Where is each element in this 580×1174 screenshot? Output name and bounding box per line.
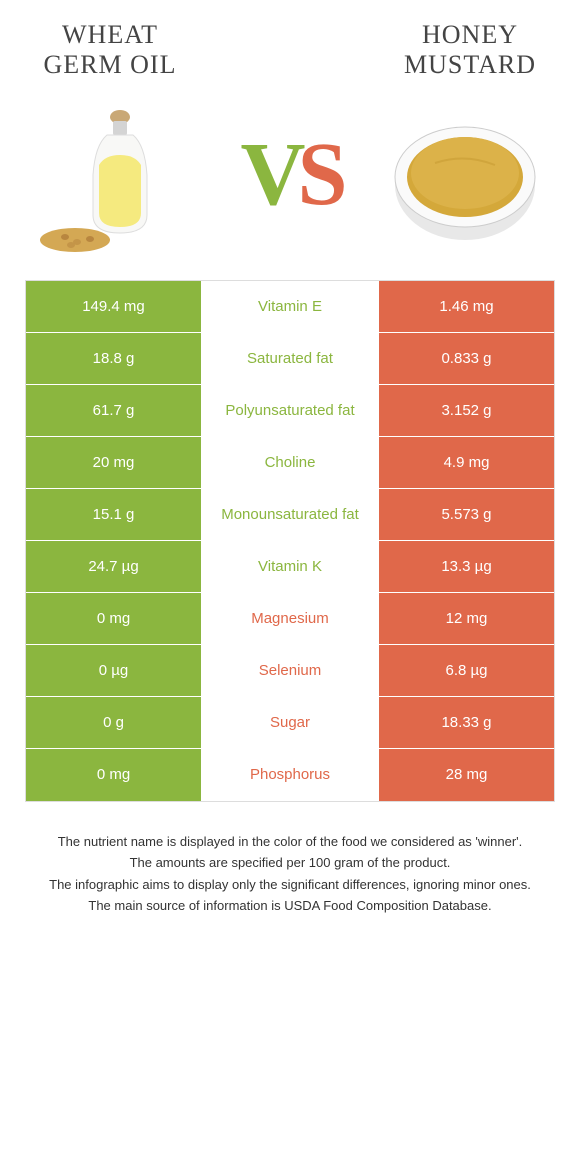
- nutrient-name: Polyunsaturated fat: [201, 385, 379, 436]
- right-value: 0.833 g: [379, 333, 554, 384]
- right-value: 6.8 µg: [379, 645, 554, 696]
- right-value: 1.46 mg: [379, 281, 554, 332]
- table-row: 20 mgCholine4.9 mg: [26, 437, 554, 489]
- left-value: 149.4 mg: [26, 281, 201, 332]
- left-value: 15.1 g: [26, 489, 201, 540]
- right-value: 5.573 g: [379, 489, 554, 540]
- footer-notes: The nutrient name is displayed in the co…: [25, 832, 555, 916]
- food-left-title: Wheat Germ Oil: [25, 20, 195, 80]
- table-row: 18.8 gSaturated fat0.833 g: [26, 333, 554, 385]
- table-row: 0 gSugar18.33 g: [26, 697, 554, 749]
- left-value: 0 mg: [26, 593, 201, 644]
- honey-mustard-image: [385, 95, 545, 255]
- left-value: 61.7 g: [26, 385, 201, 436]
- nutrient-name: Magnesium: [201, 593, 379, 644]
- left-value: 20 mg: [26, 437, 201, 488]
- nutrient-name: Selenium: [201, 645, 379, 696]
- right-value: 13.3 µg: [379, 541, 554, 592]
- table-row: 0 µgSelenium6.8 µg: [26, 645, 554, 697]
- left-value: 24.7 µg: [26, 541, 201, 592]
- right-value: 12 mg: [379, 593, 554, 644]
- table-row: 149.4 mgVitamin E1.46 mg: [26, 281, 554, 333]
- right-value: 28 mg: [379, 749, 554, 801]
- wheat-germ-oil-image: [35, 95, 195, 255]
- right-value: 18.33 g: [379, 697, 554, 748]
- left-value: 18.8 g: [26, 333, 201, 384]
- food-right-title: Honey Mustard: [385, 20, 555, 80]
- titles-row: Wheat Germ Oil Honey Mustard: [25, 20, 555, 80]
- nutrient-name: Sugar: [201, 697, 379, 748]
- nutrient-name: Vitamin E: [201, 281, 379, 332]
- nutrient-name: Monounsaturated fat: [201, 489, 379, 540]
- table-row: 15.1 gMonounsaturated fat5.573 g: [26, 489, 554, 541]
- left-value: 0 mg: [26, 749, 201, 801]
- table-row: 61.7 gPolyunsaturated fat3.152 g: [26, 385, 554, 437]
- comparison-table: 149.4 mgVitamin E1.46 mg18.8 gSaturated …: [25, 280, 555, 802]
- table-row: 0 mgPhosphorus28 mg: [26, 749, 554, 801]
- vs-label: VS: [240, 123, 339, 226]
- images-row: VS: [25, 95, 555, 255]
- footer-line: The amounts are specified per 100 gram o…: [30, 853, 550, 873]
- nutrient-name: Vitamin K: [201, 541, 379, 592]
- table-row: 24.7 µgVitamin K13.3 µg: [26, 541, 554, 593]
- left-value: 0 µg: [26, 645, 201, 696]
- nutrient-name: Phosphorus: [201, 749, 379, 801]
- right-value: 3.152 g: [379, 385, 554, 436]
- footer-line: The nutrient name is displayed in the co…: [30, 832, 550, 852]
- table-row: 0 mgMagnesium12 mg: [26, 593, 554, 645]
- nutrient-name: Saturated fat: [201, 333, 379, 384]
- nutrient-name: Choline: [201, 437, 379, 488]
- infographic-container: Wheat Germ Oil Honey Mustard VS: [0, 0, 580, 938]
- footer-line: The main source of information is USDA F…: [30, 896, 550, 916]
- right-value: 4.9 mg: [379, 437, 554, 488]
- left-value: 0 g: [26, 697, 201, 748]
- footer-line: The infographic aims to display only the…: [30, 875, 550, 895]
